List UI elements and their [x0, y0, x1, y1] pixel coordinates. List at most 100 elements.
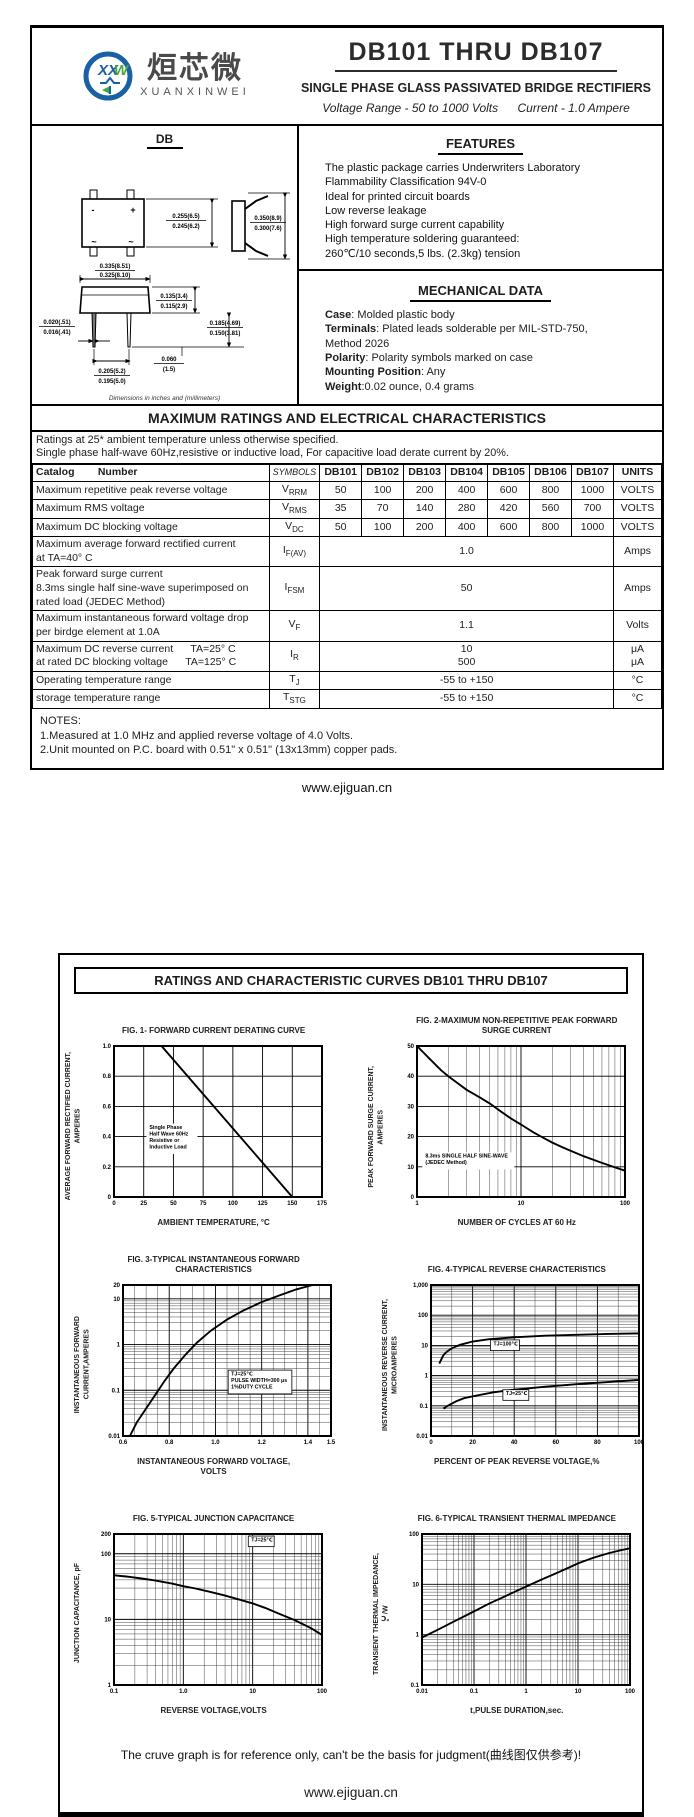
svg-text:100: 100: [620, 1201, 631, 1207]
part-number-title: DB101 THRU DB107: [334, 38, 618, 72]
mech-item: Mounting Position: Any: [325, 366, 446, 379]
table-header-row: Catalog Number SYMBOLS DB101 DB102 DB103…: [32, 463, 663, 482]
mech-item: Case: Molded plastic body: [325, 309, 455, 322]
svg-text:50: 50: [170, 1201, 177, 1207]
svg-text:1: 1: [415, 1632, 419, 1638]
grid-lines: [122, 1284, 332, 1437]
grid-lines: [421, 1533, 631, 1685]
svg-text:0.8: 0.8: [103, 1075, 112, 1081]
figure-fig5: FIG. 5-TYPICAL JUNCTION CAPACITANCE JUNC…: [64, 1504, 363, 1716]
svg-text:0.195(5.0): 0.195(5.0): [98, 379, 125, 385]
table-cell: VOLTS: [612, 480, 663, 501]
table-cell: 1000: [571, 517, 614, 538]
tick-labels: 1 10 100 0 10 20 30 40 50: [407, 1044, 630, 1207]
svg-text:0.1: 0.1: [112, 1388, 121, 1394]
svg-text:0.6: 0.6: [119, 1440, 128, 1446]
svg-text:10: 10: [249, 1689, 256, 1695]
figure-fig1: FIG. 1- FORWARD CURRENT DERATING CURVE A…: [64, 1016, 363, 1228]
table-cell: Maximum instantaneous forward voltage dr…: [32, 610, 270, 642]
svg-text:200: 200: [101, 1532, 112, 1538]
plot-frame: [122, 1283, 333, 1437]
annotation-text: TJ=25℃: [251, 1537, 273, 1543]
figure-fig6: FIG. 6-TYPICAL TRANSIENT THERMAL IMPEDAN…: [367, 1504, 666, 1716]
package-name: DB: [146, 132, 183, 149]
feature-item: Low reverse leakage: [325, 204, 427, 217]
mech-item: Terminals: Plated leads solderable per M…: [325, 323, 588, 336]
svg-text:1.5: 1.5: [327, 1440, 336, 1446]
svg-text:0.115(2.9): 0.115(2.9): [160, 304, 187, 310]
plot-frame: [112, 1045, 323, 1199]
condition-line: Ratings at 25* ambient temperature unles…: [36, 434, 339, 446]
figure-xlabel: REVERSE VOLTAGE,VOLTS: [160, 1705, 267, 1715]
svg-text:+: +: [130, 205, 135, 215]
dim-lead-width: 0.020(.51) 0.016(.41): [39, 320, 75, 336]
grid-lines: [113, 1533, 323, 1685]
ratings-conditions: Ratings at 25* ambient temperature unles…: [32, 430, 662, 463]
svg-text:175: 175: [317, 1201, 328, 1207]
part-header-cell: DB106: [529, 463, 572, 482]
notes-line: NOTES:: [40, 714, 81, 727]
svg-text:10: 10: [104, 1617, 111, 1623]
table-row: Peak forward surge current 8.3ms single …: [32, 566, 663, 612]
table-cell: VF: [268, 610, 321, 642]
notes-line: 2.Unit mounted on P.C. board with 0.51" …: [40, 744, 398, 757]
table-cell: 700: [571, 499, 614, 519]
table-cell: Volts: [612, 610, 663, 642]
notes-line: 1.Measured at 1.0 MHz and applied revers…: [40, 729, 354, 742]
tick-labels: 0.6 0.8 1.0 1.2 1.4 1.5 0.01 0.1 1 10 20: [109, 1283, 337, 1446]
ratings-heading: MAXIMUM RATINGS AND ELECTRICAL CHARACTER…: [32, 404, 662, 430]
svg-text:100: 100: [228, 1201, 239, 1207]
svg-text:125: 125: [257, 1201, 268, 1207]
table-cell: 200: [403, 480, 447, 501]
dim-body-width: 0.335(8.51) 0.325(8.10): [95, 264, 135, 279]
svg-text:0.335(8.51): 0.335(8.51): [100, 264, 131, 270]
table-cell: Maximum RMS voltage: [32, 499, 270, 519]
table-cell: VOLTS: [612, 499, 663, 519]
annotation-text: TJ=25℃: [506, 1391, 528, 1397]
table-cell: Amps: [612, 566, 663, 612]
figure-ylabel: AVERAGE FORWARD RECTIFIED CURRENT, AMPER…: [65, 1052, 82, 1201]
svg-text:0.6: 0.6: [103, 1105, 112, 1111]
table-cell: VRMS: [268, 499, 321, 519]
table-cell: 800: [529, 517, 572, 538]
table-cell: TJ: [268, 670, 321, 691]
table-cell: 1.0: [319, 536, 614, 568]
svg-text:0.060: 0.060: [161, 357, 177, 363]
current-rating: Current - 1.0 Ampere: [517, 100, 630, 115]
svg-text:0.020(.51): 0.020(.51): [43, 320, 70, 326]
svg-text:0.150(3.81): 0.150(3.81): [210, 331, 241, 337]
table-cell: Maximum repetitive peak reverse voltage: [32, 480, 270, 501]
curves-heading: RATINGS AND CHARACTERISTIC CURVES DB101 …: [74, 967, 628, 995]
website-url: www.ejiguan.cn: [304, 1784, 398, 1800]
series-curve: [113, 1573, 323, 1636]
figure-xlabel: t,PULSE DURATION,sec.: [470, 1705, 564, 1715]
table-cell: Maximum average forward rectified curren…: [32, 536, 270, 568]
svg-text:0.325(8.10): 0.325(8.10): [100, 273, 131, 279]
svg-text:0.1: 0.1: [470, 1689, 479, 1695]
svg-text:0.205(5.2): 0.205(5.2): [98, 369, 125, 375]
table-cell: -55 to +150: [319, 670, 614, 691]
table-cell: 50: [319, 480, 363, 501]
svg-text:20: 20: [114, 1283, 121, 1289]
svg-text:0.016(.41): 0.016(.41): [43, 330, 70, 336]
figure-chart-fig4: 0 20 40 60 80 100 0.01 0.1 1 10 100 1,000 TJ=100℃ TJ=…: [413, 1283, 645, 1446]
part-header-cell: DB107: [571, 463, 614, 482]
header: XX W 烜芯微 XUANXINWEI DB101 THRU DB107 SIN…: [32, 28, 662, 124]
table-cell: 140: [403, 499, 447, 519]
figure-title: FIG. 6-TYPICAL TRANSIENT THERMAL IMPEDAN…: [417, 1513, 616, 1523]
plot-frame: [416, 1045, 627, 1199]
annotation-box: [490, 1339, 521, 1351]
svg-text:0.300(7.6): 0.300(7.6): [254, 226, 281, 232]
dim-lead-pitch: 0.205(5.2) 0.195(5.0): [94, 369, 130, 385]
figure-xlabel: AMBIENT TEMPERATURE, °C: [157, 1218, 270, 1228]
figure-title: FIG. 1- FORWARD CURRENT DERATING CURVE: [122, 1026, 306, 1036]
package-outline-drawing: - + ~ ~ 0.255(6.5) 0.245(6.2): [39, 189, 290, 385]
svg-text:1.0: 1.0: [212, 1440, 221, 1446]
series-curve: [421, 1546, 630, 1638]
svg-text:0.245(6.2): 0.245(6.2): [172, 224, 199, 230]
brand-block: XX W 烜芯微 XUANXINWEI: [32, 50, 300, 102]
svg-text:80: 80: [594, 1440, 601, 1446]
part-header-cell: DB103: [403, 463, 447, 482]
plot-frame: [420, 1532, 631, 1686]
